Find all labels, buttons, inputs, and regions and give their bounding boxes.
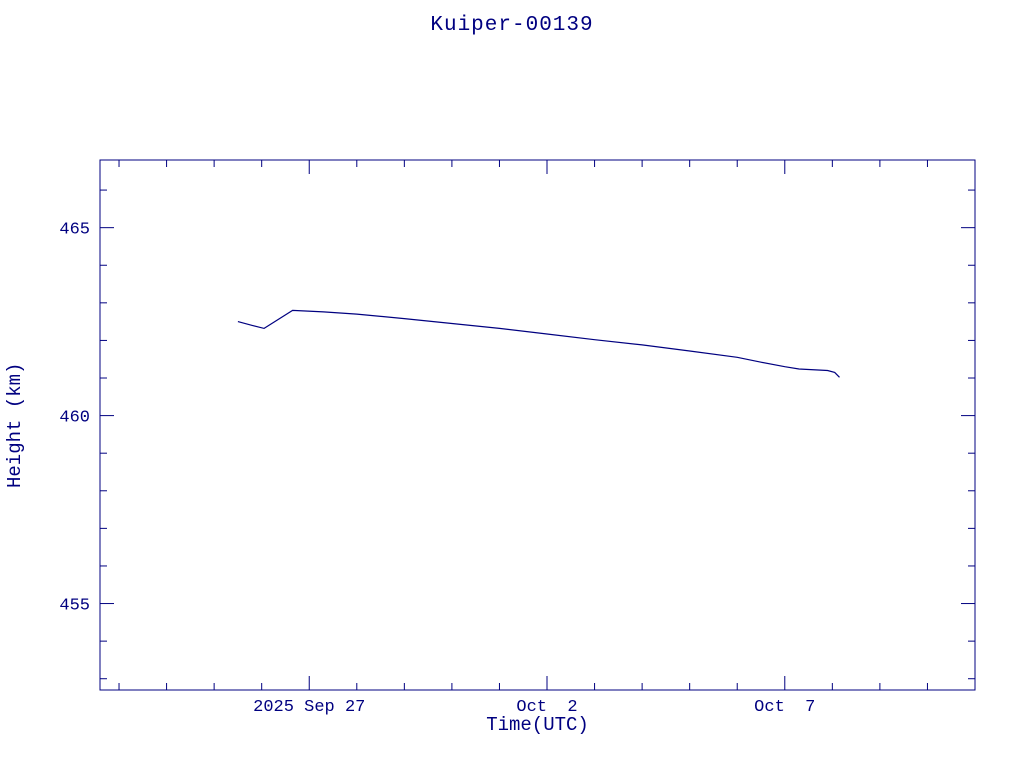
y-tick-label: 455 xyxy=(59,597,90,616)
x-axis-label: Time(UTC) xyxy=(486,714,589,736)
x-tick-label: Oct 7 xyxy=(754,698,815,717)
y-tick-label: 460 xyxy=(59,409,90,428)
plot-border xyxy=(99,159,976,691)
x-tick-label: 2025 Sep 27 xyxy=(253,698,365,717)
data-line xyxy=(237,309,840,378)
y-tick-label: 465 xyxy=(59,221,90,240)
chart-title: Kuiper-00139 xyxy=(430,14,594,37)
x-tick-label: Oct 2 xyxy=(516,698,577,717)
